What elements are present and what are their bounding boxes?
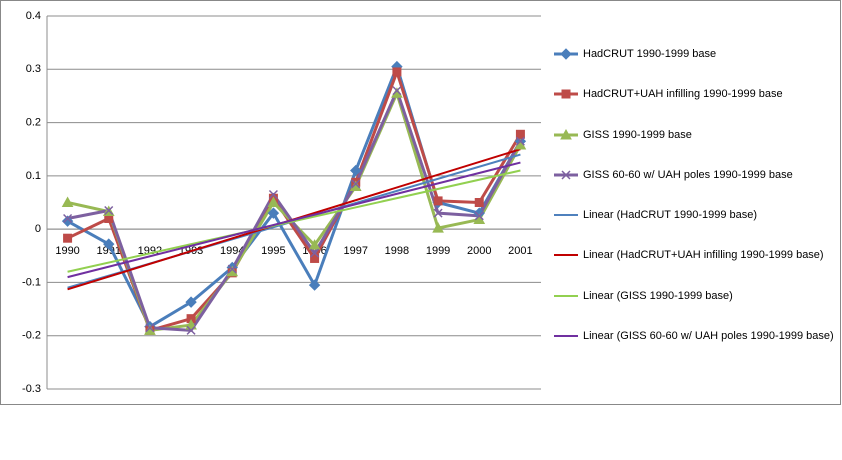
legend-icon [554, 89, 578, 99]
legend-item: GISS 1990-1999 base [553, 127, 838, 167]
y-tick-label: 0.2 [26, 116, 41, 128]
marker [268, 189, 278, 200]
marker [561, 89, 571, 99]
legend-label: HadCRUT 1990-1999 base [583, 48, 717, 60]
marker [433, 196, 443, 206]
marker [185, 296, 197, 308]
legend-item: GISS 60-60 w/ UAH poles 1990-1999 base [553, 167, 838, 207]
legend-icon [554, 170, 578, 180]
marker [350, 164, 362, 177]
marker [432, 222, 444, 233]
y-tick-label: 0.4 [26, 10, 41, 22]
marker [474, 211, 484, 221]
y-tick-label: 0.1 [26, 170, 41, 182]
marker [515, 136, 525, 146]
legend-item: HadCRUT 1990-1999 base [553, 46, 838, 86]
marker [61, 196, 74, 207]
marker [103, 238, 115, 250]
legend-icon [554, 214, 578, 217]
x-tick-label: 1998 [385, 245, 409, 257]
marker [308, 239, 321, 250]
legend-item: Linear (HadCRUT 1990-1999 base) [553, 207, 838, 247]
chart-frame [0, 0, 841, 405]
legend-label: GISS 60-60 w/ UAH poles 1990-1999 base [583, 168, 793, 181]
legend-icon [554, 128, 578, 140]
marker [185, 319, 197, 330]
marker [145, 323, 155, 333]
marker [561, 170, 571, 180]
marker [267, 196, 280, 207]
series-line [67, 89, 522, 332]
legend-icon [554, 294, 578, 297]
marker [63, 213, 73, 224]
x-tick-label: 1995 [261, 245, 285, 257]
legend-label: GISS 1990-1999 base [583, 128, 692, 141]
marker [560, 48, 572, 60]
legend-label: HadCRUT+UAH infilling 1990-1999 base [583, 88, 783, 101]
y-tick-label: 0 [35, 223, 41, 235]
legend-label: Linear (HadCRUT+UAH infilling 1990-1999 … [583, 249, 824, 262]
marker [515, 129, 525, 139]
x-tick-label: 1999 [426, 245, 450, 257]
legend-label: Linear (HadCRUT 1990-1999 base) [583, 209, 758, 222]
legend-item: HadCRUT+UAH infilling 1990-1999 base [553, 86, 838, 126]
marker [560, 128, 572, 140]
marker [351, 179, 361, 189]
marker [308, 279, 321, 291]
x-tick-label: 2000 [467, 245, 491, 257]
marker [474, 198, 484, 207]
marker [104, 205, 114, 216]
y-tick-label: -0.1 [22, 276, 41, 288]
legend: HadCRUT 1990-1999 base HadCRUT+UAH infill… [553, 46, 838, 368]
x-tick-label: 1997 [344, 245, 368, 257]
x-tick-label: 1994 [220, 245, 244, 257]
legend-icon [554, 254, 578, 257]
legend-icon [554, 48, 578, 60]
trendline [67, 169, 521, 273]
marker [63, 233, 73, 243]
legend-item: Linear (HadCRUT+UAH infilling 1990-1999 … [553, 247, 838, 287]
marker [186, 325, 196, 335]
legend-label: Linear (GISS 1990-1999 base) [583, 289, 733, 302]
legend-icon [554, 335, 578, 338]
x-tick-label: 1990 [55, 245, 79, 257]
marker [433, 208, 443, 218]
marker [61, 215, 74, 227]
marker [310, 248, 320, 258]
marker [310, 253, 320, 263]
legend-item: Linear (GISS 60-60 w/ UAH poles 1990-199… [553, 328, 838, 368]
marker [227, 264, 237, 274]
marker [392, 67, 402, 77]
y-tick-label: 0.3 [26, 63, 41, 75]
x-tick-label: 2001 [508, 245, 532, 257]
y-tick-label: -0.3 [22, 383, 41, 395]
trendline [67, 161, 521, 279]
y-tick-label: -0.2 [22, 330, 41, 342]
legend-label: Linear (GISS 60-60 w/ UAH poles 1990-199… [583, 330, 834, 343]
marker [392, 86, 402, 96]
legend-item: Linear (GISS 1990-1999 base) [553, 288, 838, 328]
marker [267, 207, 280, 219]
